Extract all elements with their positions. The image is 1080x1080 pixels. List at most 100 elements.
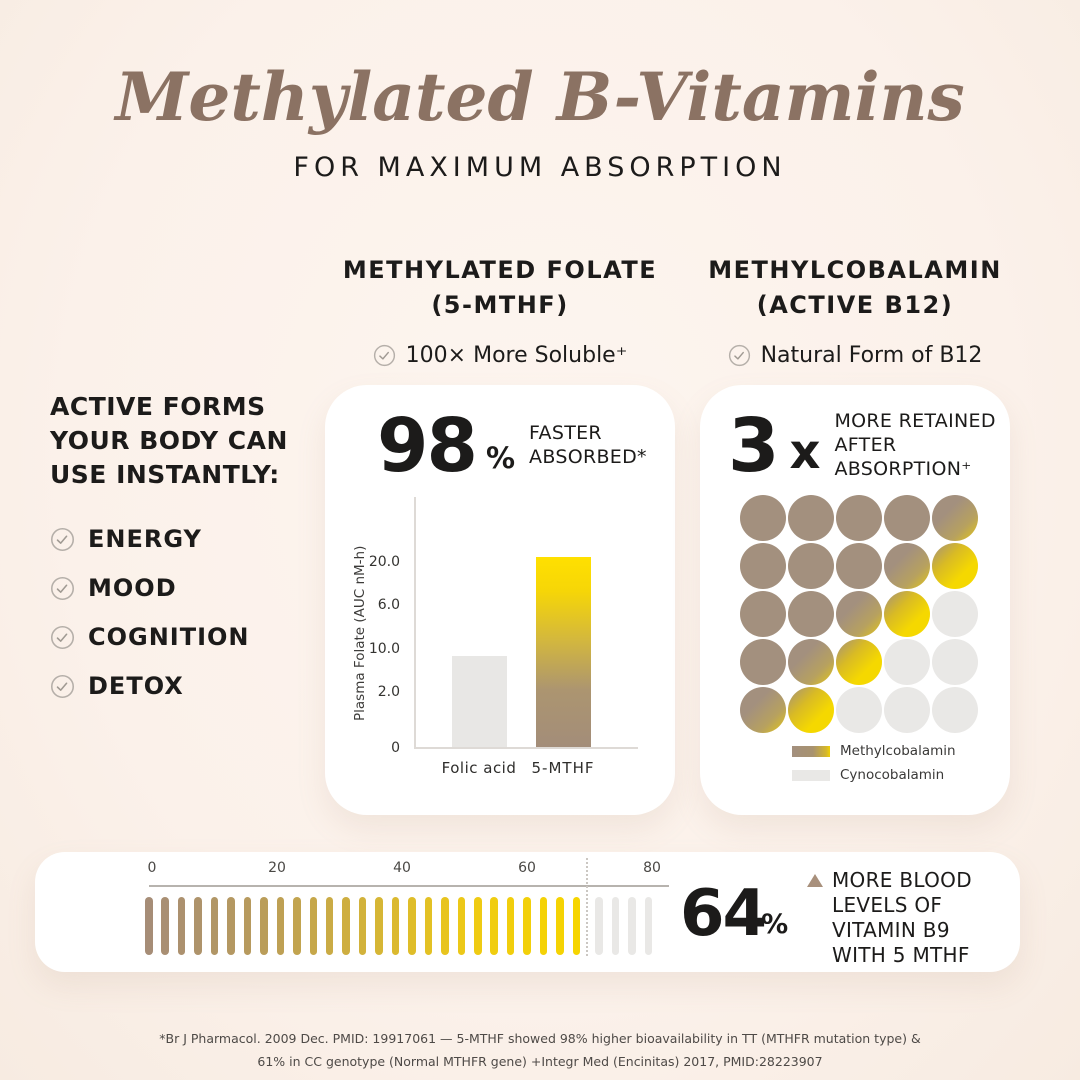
annotation-line2: LEVELS OF: [832, 893, 943, 917]
scale-bar-colored: [457, 897, 466, 955]
page-title: Methylated B-Vitamins: [115, 58, 965, 136]
scale-bars: [145, 897, 690, 955]
retention-dot-g: [932, 687, 978, 733]
b9-stat: 64 %: [680, 882, 788, 946]
benefit-item: DETOX: [50, 672, 330, 700]
check-circle-icon: [50, 527, 75, 551]
retention-dot-by: [932, 495, 978, 541]
scale-bar-colored: [506, 897, 515, 955]
scale-bar-gray: [628, 897, 636, 955]
scale-bar-colored: [293, 897, 301, 955]
b12-column-header: METHYLCOBALAMIN (ACTIVE B12) Natural For…: [700, 253, 1010, 368]
retention-dot-by: [788, 639, 834, 685]
folate-stat-value: 98: [377, 403, 478, 489]
retention-dot-b: [740, 639, 786, 685]
x-axis-line: [414, 747, 638, 749]
annotation-line4: WITH 5 MTHF: [832, 943, 970, 967]
folate-benefit: 100× More Soluble⁺: [325, 343, 675, 368]
folate-column-header: METHYLATED FOLATE (5-MTHF) 100× More Sol…: [325, 253, 675, 368]
retention-dot-b: [836, 495, 882, 541]
check-circle-icon: [50, 625, 75, 649]
retention-dot-g: [932, 591, 978, 637]
scale-bar-colored: [539, 897, 548, 955]
b12-title-line2: (ACTIVE B12): [756, 290, 954, 319]
folate-title-line1: METHYLATED FOLATE: [342, 256, 658, 284]
b12-stat-label-line2: AFTER ABSORPTION⁺: [834, 434, 972, 480]
b9-annotation-text: MORE BLOOD LEVELS OF VITAMIN B9 WITH 5 M…: [832, 868, 972, 968]
scale-bar-colored: [375, 897, 383, 955]
folate-stat-label: FASTER ABSORBED*: [529, 422, 647, 470]
b12-stat: 3 x MORE RETAINED AFTER ABSORPTION⁺: [728, 409, 1010, 483]
scale-bar-colored: [177, 897, 186, 955]
b12-benefit: Natural Form of B12: [700, 343, 1010, 368]
retention-dot-yb: [932, 543, 978, 589]
y-axis-tick-label: 6.0: [377, 597, 400, 613]
scale-bar-colored: [523, 897, 531, 955]
triangle-up-icon: [807, 874, 823, 887]
benefit-label: COGNITION: [88, 623, 250, 652]
folate-column-title: METHYLATED FOLATE (5-MTHF): [325, 253, 675, 323]
scale-bar-colored: [145, 897, 153, 955]
scale-threshold-dotted-line: [586, 858, 588, 956]
b9-stat-unit: %: [761, 909, 789, 940]
b9-scale-panel: 0 20 40 60 80 64 % MORE BLOOD LEVELS OF VITA…: [35, 852, 1020, 972]
scale-bar-gray: [644, 897, 652, 955]
legend-row: Methylcobalamin: [792, 743, 956, 759]
scale-axis-tick-label: 20: [268, 860, 286, 876]
retention-dot-yb: [788, 687, 834, 733]
b12-column-title: METHYLCOBALAMIN (ACTIVE B12): [700, 253, 1010, 323]
scale-bar-colored: [441, 897, 449, 955]
scale-bar-colored: [391, 897, 400, 955]
heading-line2: YOUR BODY CAN: [50, 425, 288, 455]
heading-line1: ACTIVE FORMS: [50, 392, 266, 421]
benefit-label: MOOD: [88, 574, 177, 603]
annotation-line1: MORE BLOOD: [832, 868, 972, 892]
retention-dot-b: [740, 591, 786, 637]
retention-dot-b: [788, 591, 834, 637]
bar-folic-acid: [452, 656, 507, 747]
benefit-label: ENERGY: [88, 525, 202, 554]
scale-bar-colored: [161, 897, 169, 955]
check-circle-icon: [373, 344, 395, 366]
b12-dot-grid: [740, 495, 978, 733]
scale-axis-line: [149, 885, 669, 887]
scale-bar-colored: [210, 897, 219, 955]
benefit-label: DETOX: [88, 672, 184, 701]
active-forms-heading: ACTIVE FORMS YOUR BODY CAN USE INSTANTLY…: [50, 390, 330, 491]
scale-axis-tick-label: 40: [393, 860, 411, 876]
legend-swatch: [792, 769, 830, 781]
category-label-folic-acid: Folic acid: [441, 759, 517, 777]
scale-bar-colored: [358, 897, 367, 955]
scale-bar-colored: [227, 897, 235, 955]
b12-stat-value: 3: [728, 403, 779, 489]
scale-bar-colored: [194, 897, 202, 955]
retention-dot-b: [836, 543, 882, 589]
folate-stat: 98 % FASTER ABSORBED*: [377, 409, 647, 483]
retention-dot-by: [884, 543, 930, 589]
retention-dot-g: [932, 639, 978, 685]
scale-bar-colored: [474, 897, 482, 955]
b12-card: 3 x MORE RETAINED AFTER ABSORPTION⁺ Meth…: [700, 385, 1010, 815]
check-circle-icon: [50, 674, 75, 698]
scale-bar-colored: [243, 897, 252, 955]
benefit-item: ENERGY: [50, 525, 330, 553]
b12-legend: Methylcobalamin Cynocobalamin: [792, 743, 956, 783]
b9-stat-value: 64: [680, 877, 767, 951]
benefit-item: MOOD: [50, 574, 330, 602]
retention-dot-yb: [836, 639, 882, 685]
legend-row: Cynocobalamin: [792, 767, 956, 783]
scale-bar-colored: [408, 897, 416, 955]
retention-dot-yb: [884, 591, 930, 637]
check-circle-icon: [50, 576, 75, 600]
scale-bar-colored: [309, 897, 317, 955]
y-axis-tick-label: 0: [391, 740, 400, 756]
retention-dot-b: [740, 495, 786, 541]
citation-line1: *Br J Pharmacol. 2009 Dec. PMID: 1991706…: [159, 1031, 921, 1046]
scale-bar-gray: [595, 897, 603, 955]
annotation-line3: VITAMIN B9: [832, 918, 950, 942]
active-forms-panel: ACTIVE FORMS YOUR BODY CAN USE INSTANTLY…: [50, 390, 330, 700]
y-axis-tick-label: 2.0: [377, 684, 400, 700]
bar-5mthf: [536, 557, 591, 747]
retention-dot-g: [836, 687, 882, 733]
